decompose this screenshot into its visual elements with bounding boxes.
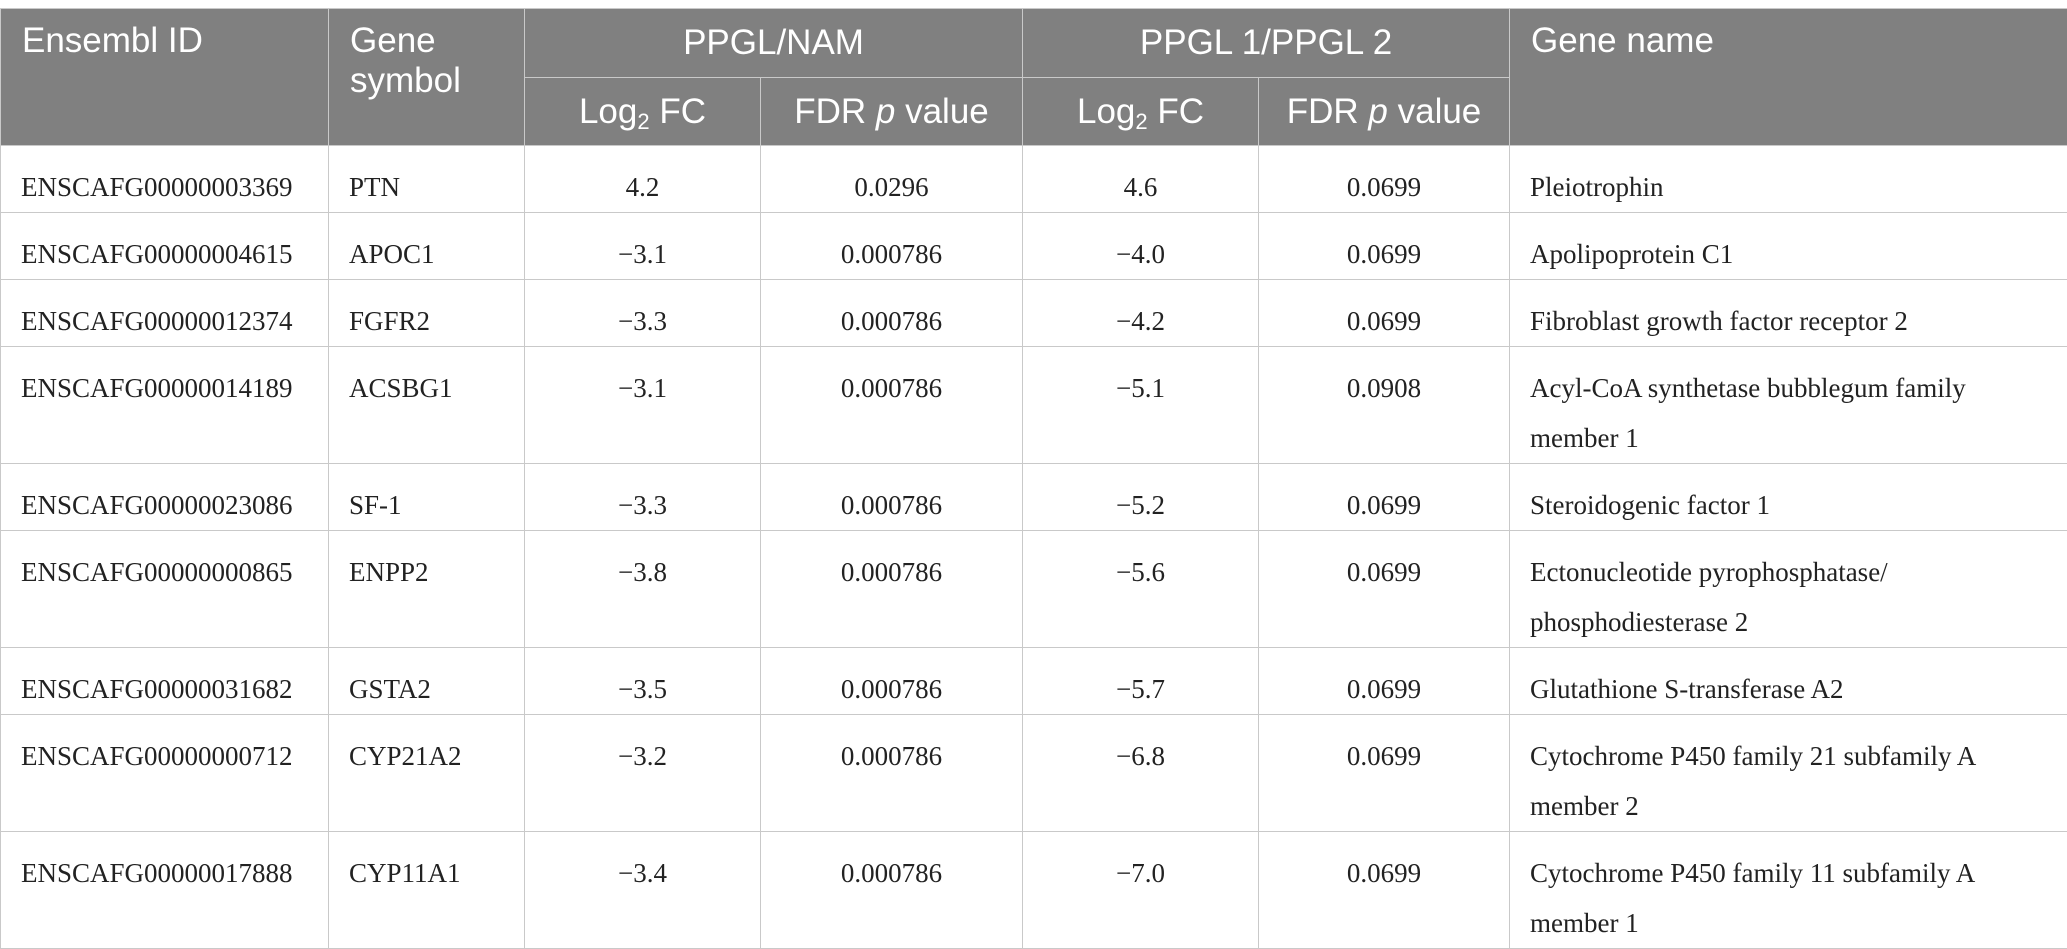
cell-ppgl-log2fc: −5.1 [1023,347,1259,464]
cell-ensembl-id: ENSCAFG00000000712 [1,715,329,832]
cell-nam-log2fc: −3.2 [525,715,761,832]
cell-gene-symbol: APOC1 [329,213,525,280]
cell-ppgl-fdr: 0.0699 [1259,464,1510,531]
header-fdr-ppgl: FDR p value [1259,78,1510,146]
cell-ppgl-fdr: 0.0699 [1259,832,1510,949]
cell-ppgl-fdr: 0.0699 [1259,531,1510,648]
value-label: value [1388,92,1481,131]
cell-gene-symbol: SF-1 [329,464,525,531]
cell-nam-log2fc: −3.8 [525,531,761,648]
cell-ppgl-fdr: 0.0699 [1259,648,1510,715]
cell-ppgl-log2fc: −6.8 [1023,715,1259,832]
log-subscript: 2 [1135,109,1147,134]
cell-ensembl-id: ENSCAFG00000000865 [1,531,329,648]
cell-gene-name: Glutathione S-transferase A2 [1510,648,2067,715]
cell-ppgl-log2fc: −5.2 [1023,464,1259,531]
cell-nam-log2fc: 4.2 [525,146,761,213]
header-ensembl-id: Ensembl ID [1,9,329,146]
cell-gene-name: Steroidogenic factor 1 [1510,464,2067,531]
cell-gene-name: Acyl-CoA synthetase bubblegum family mem… [1510,347,2067,464]
log-label: Log [579,92,637,131]
header-gene-symbol: Gene symbol [329,9,525,146]
header-fdr-nam: FDR p value [761,78,1023,146]
cell-ppgl-fdr: 0.0699 [1259,715,1510,832]
cell-gene-name: Ectonucleotide pyrophosphatase/ phosphod… [1510,531,2067,648]
header-gene-name: Gene name [1510,9,2067,146]
cell-nam-fdr: 0.000786 [761,531,1023,648]
fdr-label: FDR [1287,92,1369,131]
cell-nam-log2fc: −3.1 [525,347,761,464]
cell-ensembl-id: ENSCAFG00000023086 [1,464,329,531]
cell-ppgl-log2fc: −4.2 [1023,280,1259,347]
table-row: ENSCAFG00000014189 ACSBG1 −3.1 0.000786 … [1,347,2067,464]
cell-ppgl-fdr: 0.0699 [1259,213,1510,280]
header-log2fc-nam: Log2 FC [525,78,761,146]
table-row: ENSCAFG00000031682 GSTA2 −3.5 0.000786 −… [1,648,2067,715]
cell-gene-name: Cytochrome P450 family 21 subfamily A me… [1510,715,2067,832]
fc-label: FC [1148,92,1204,131]
cell-nam-log2fc: −3.4 [525,832,761,949]
p-label: p [876,92,895,131]
p-label: p [1368,92,1387,131]
cell-nam-fdr: 0.000786 [761,648,1023,715]
cell-nam-fdr: 0.000786 [761,347,1023,464]
cell-gene-symbol: ENPP2 [329,531,525,648]
value-label: value [895,92,988,131]
table-row: ENSCAFG00000023086 SF-1 −3.3 0.000786 −5… [1,464,2067,531]
cell-ppgl-log2fc: −5.7 [1023,648,1259,715]
cell-nam-fdr: 0.000786 [761,213,1023,280]
log-subscript: 2 [637,109,649,134]
cell-nam-fdr: 0.000786 [761,280,1023,347]
log-label: Log [1077,92,1135,131]
table-row: ENSCAFG00000012374 FGFR2 −3.3 0.000786 −… [1,280,2067,347]
cell-nam-log2fc: −3.3 [525,280,761,347]
table-row: ENSCAFG00000003369 PTN 4.2 0.0296 4.6 0.… [1,146,2067,213]
cell-nam-log2fc: −3.5 [525,648,761,715]
header-group-ppgl-nam: PPGL/NAM [525,9,1023,78]
cell-gene-symbol: GSTA2 [329,648,525,715]
cell-ensembl-id: ENSCAFG00000014189 [1,347,329,464]
cell-gene-symbol: ACSBG1 [329,347,525,464]
cell-ensembl-id: ENSCAFG00000003369 [1,146,329,213]
cell-ppgl-fdr: 0.0699 [1259,146,1510,213]
cell-ppgl-fdr: 0.0908 [1259,347,1510,464]
cell-gene-name: Fibroblast growth factor receptor 2 [1510,280,2067,347]
table-row: ENSCAFG00000000712 CYP21A2 −3.2 0.000786… [1,715,2067,832]
cell-nam-log2fc: −3.3 [525,464,761,531]
cell-ppgl-log2fc: −5.6 [1023,531,1259,648]
cell-ppgl-log2fc: −4.0 [1023,213,1259,280]
header-log2fc-ppgl: Log2 FC [1023,78,1259,146]
cell-ensembl-id: ENSCAFG00000004615 [1,213,329,280]
cell-ppgl-log2fc: 4.6 [1023,146,1259,213]
cell-nam-fdr: 0.000786 [761,832,1023,949]
cell-gene-symbol: CYP21A2 [329,715,525,832]
gene-expression-table: Ensembl ID Gene symbol PPGL/NAM PPGL 1/P… [0,8,2067,949]
cell-nam-fdr: 0.0296 [761,146,1023,213]
cell-ppgl-fdr: 0.0699 [1259,280,1510,347]
cell-ppgl-log2fc: −7.0 [1023,832,1259,949]
cell-gene-symbol: CYP11A1 [329,832,525,949]
table-row: ENSCAFG00000000865 ENPP2 −3.8 0.000786 −… [1,531,2067,648]
header-group-ppgl1-ppgl2: PPGL 1/PPGL 2 [1023,9,1510,78]
fdr-label: FDR [794,92,876,131]
fc-label: FC [650,92,706,131]
cell-gene-name: Apolipoprotein C1 [1510,213,2067,280]
table-row: ENSCAFG00000004615 APOC1 −3.1 0.000786 −… [1,213,2067,280]
cell-ensembl-id: ENSCAFG00000017888 [1,832,329,949]
cell-nam-fdr: 0.000786 [761,464,1023,531]
cell-nam-log2fc: −3.1 [525,213,761,280]
table-row: ENSCAFG00000017888 CYP11A1 −3.4 0.000786… [1,832,2067,949]
cell-ensembl-id: ENSCAFG00000012374 [1,280,329,347]
cell-gene-name: Cytochrome P450 family 11 subfamily A me… [1510,832,2067,949]
cell-gene-name: Pleiotrophin [1510,146,2067,213]
cell-ensembl-id: ENSCAFG00000031682 [1,648,329,715]
cell-gene-symbol: PTN [329,146,525,213]
header-row-top: Ensembl ID Gene symbol PPGL/NAM PPGL 1/P… [1,9,2067,78]
cell-gene-symbol: FGFR2 [329,280,525,347]
cell-nam-fdr: 0.000786 [761,715,1023,832]
